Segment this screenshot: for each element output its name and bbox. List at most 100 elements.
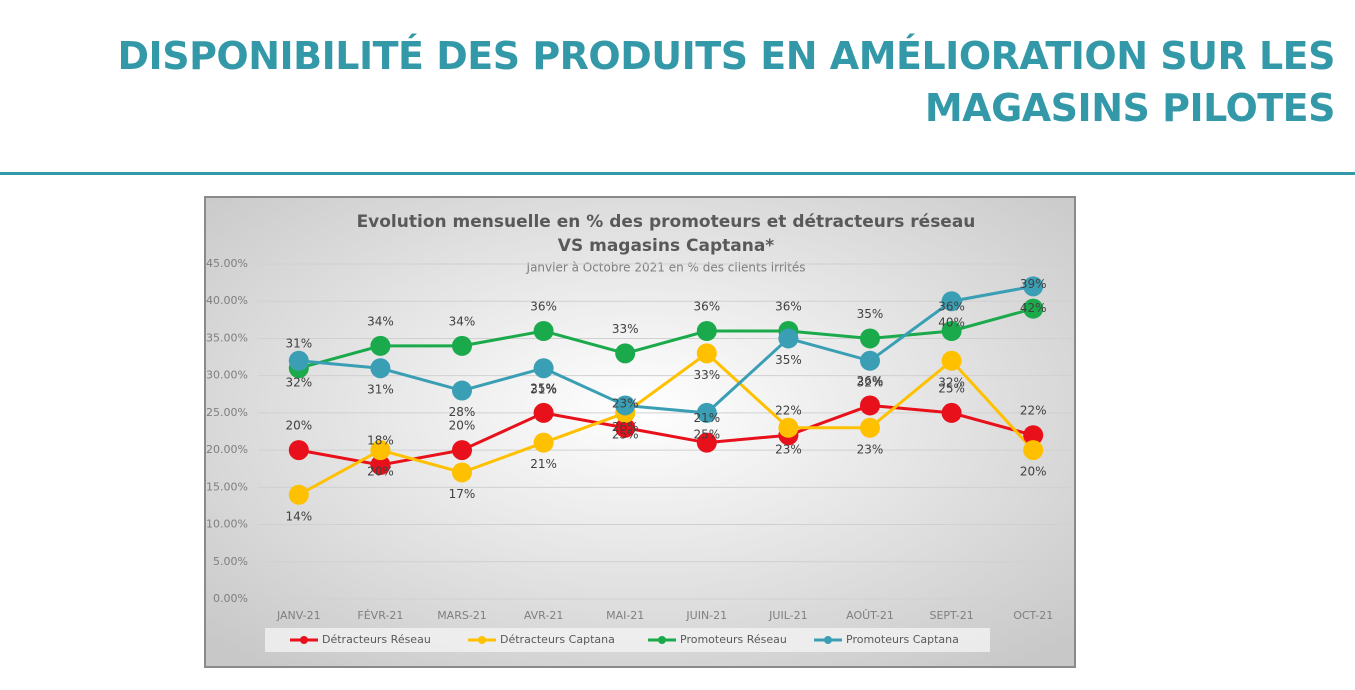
data-point bbox=[615, 343, 636, 364]
data-point bbox=[452, 462, 472, 483]
data-point bbox=[288, 484, 309, 505]
data-label: 20% bbox=[285, 419, 312, 433]
x-tick-label: MARS-21 bbox=[437, 609, 487, 622]
data-label: 36% bbox=[938, 300, 965, 314]
data-label: 33% bbox=[612, 322, 639, 336]
data-label: 23% bbox=[857, 442, 884, 456]
x-tick-label: AOÛT-21 bbox=[846, 609, 894, 622]
data-point bbox=[941, 291, 962, 312]
data-point bbox=[1023, 298, 1044, 319]
data-label: 32% bbox=[938, 375, 965, 389]
data-label: 18% bbox=[367, 434, 394, 448]
data-label: 31% bbox=[285, 337, 312, 351]
data-label: 20% bbox=[367, 465, 394, 479]
data-point bbox=[778, 328, 799, 349]
data-point bbox=[696, 321, 717, 341]
data-point bbox=[1023, 425, 1044, 446]
data-point bbox=[288, 440, 309, 461]
legend-label: Détracteurs Réseau bbox=[322, 633, 431, 646]
chart-title-line2: VS magasins Captana* bbox=[558, 236, 775, 256]
data-point bbox=[533, 432, 554, 453]
y-tick-label: 25.00% bbox=[206, 406, 248, 419]
data-label: 25% bbox=[612, 427, 639, 441]
x-tick-label: OCT-21 bbox=[1013, 609, 1053, 622]
data-point bbox=[941, 321, 962, 341]
data-label: 42% bbox=[1020, 301, 1047, 315]
title-rule bbox=[0, 172, 1355, 175]
data-label: 36% bbox=[775, 300, 802, 314]
data-label: 34% bbox=[367, 314, 394, 328]
x-tick-label: FÉVR-21 bbox=[357, 609, 403, 622]
series-line bbox=[298, 284, 1034, 415]
legend-label: Détracteurs Captana bbox=[500, 633, 615, 646]
x-tick-label: AVR-21 bbox=[524, 609, 564, 622]
data-label: 33% bbox=[693, 368, 720, 382]
data-point bbox=[533, 358, 554, 379]
y-tick-label: 45.00% bbox=[206, 257, 248, 270]
data-label: 20% bbox=[1020, 465, 1047, 479]
data-point bbox=[533, 402, 554, 423]
data-point bbox=[370, 358, 391, 379]
data-label: 31% bbox=[367, 383, 394, 397]
data-point bbox=[452, 440, 472, 461]
y-tick-label: 30.00% bbox=[206, 369, 248, 382]
series-line bbox=[298, 351, 1035, 497]
legend-marker bbox=[658, 636, 666, 644]
data-label: 23% bbox=[612, 396, 639, 410]
legend-marker bbox=[478, 636, 486, 644]
data-point bbox=[860, 350, 880, 371]
x-tick-label: JANV-21 bbox=[276, 609, 321, 622]
data-point bbox=[370, 440, 391, 461]
data-label: 35% bbox=[775, 353, 802, 367]
legend-marker bbox=[300, 636, 308, 644]
data-label: 22% bbox=[775, 404, 802, 418]
data-label: 14% bbox=[285, 509, 312, 523]
data-point bbox=[860, 395, 880, 416]
data-point bbox=[370, 455, 391, 475]
series-line bbox=[298, 307, 1034, 370]
data-label: 34% bbox=[449, 314, 476, 328]
data-label: 26% bbox=[857, 374, 884, 388]
data-label: 21% bbox=[693, 411, 720, 425]
x-tick-label: JUIN-21 bbox=[685, 609, 727, 622]
series-line bbox=[298, 403, 1034, 467]
data-label: 20% bbox=[449, 419, 476, 433]
data-point bbox=[288, 350, 309, 371]
chart-subtitle: Janvier à Octobre 2021 en % des clients … bbox=[526, 261, 806, 275]
data-point bbox=[370, 335, 391, 356]
data-point bbox=[696, 402, 717, 423]
data-label: 36% bbox=[693, 300, 720, 314]
data-label: 36% bbox=[530, 300, 557, 314]
data-point bbox=[860, 417, 880, 438]
y-tick-label: 40.00% bbox=[206, 294, 248, 307]
data-point bbox=[615, 395, 636, 416]
x-tick-label: JUIL-21 bbox=[768, 609, 807, 622]
data-label: 32% bbox=[285, 375, 312, 389]
data-point bbox=[778, 417, 799, 438]
y-tick-label: 15.00% bbox=[206, 480, 248, 493]
y-tick-label: 10.00% bbox=[206, 518, 248, 531]
y-tick-label: 0.00% bbox=[213, 592, 248, 605]
data-label: 17% bbox=[449, 487, 476, 501]
data-point bbox=[696, 432, 717, 453]
chart-title: Evolution mensuelle en % des promoteurs … bbox=[357, 212, 976, 232]
legend-label: Promoteurs Réseau bbox=[680, 633, 787, 646]
data-label: 40% bbox=[938, 316, 965, 330]
data-label: 25% bbox=[530, 381, 557, 395]
data-label: 35% bbox=[857, 307, 884, 321]
data-point bbox=[696, 343, 717, 364]
data-label: 25% bbox=[693, 427, 720, 441]
data-label: 32% bbox=[857, 375, 884, 389]
data-label: 25% bbox=[938, 381, 965, 395]
data-label: 39% bbox=[1020, 277, 1047, 291]
data-point bbox=[941, 402, 962, 423]
y-tick-label: 5.00% bbox=[213, 555, 248, 568]
data-point bbox=[533, 321, 554, 341]
data-point bbox=[860, 328, 880, 349]
data-label: 26% bbox=[612, 420, 639, 434]
data-point bbox=[1023, 276, 1044, 297]
data-point bbox=[615, 417, 636, 438]
legend-label: Promoteurs Captana bbox=[846, 633, 959, 646]
